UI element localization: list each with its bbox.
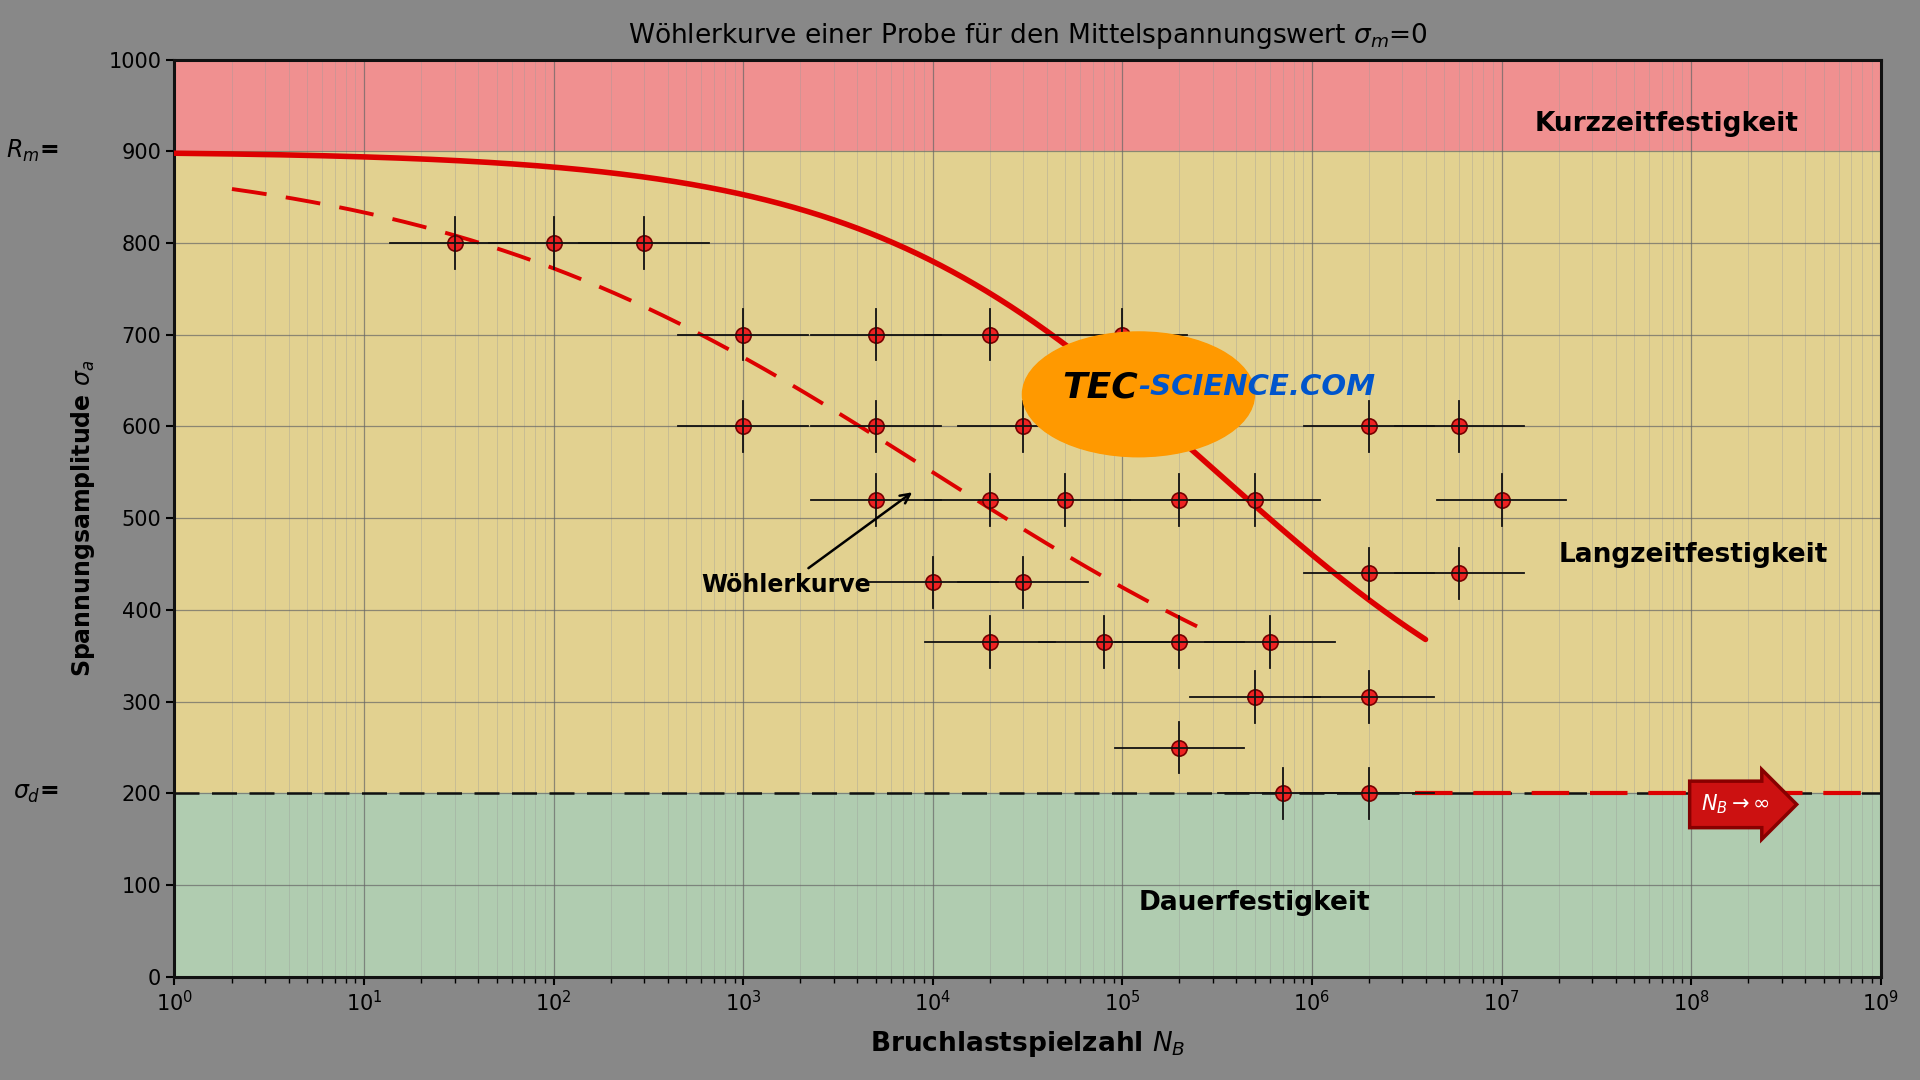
Text: Langzeitfestigkeit: Langzeitfestigkeit — [1559, 542, 1828, 568]
Title: Wöhlerkurve einer Probe für den Mittelspannungswert $\sigma_m$=0: Wöhlerkurve einer Probe für den Mittelsp… — [628, 21, 1427, 51]
X-axis label: Bruchlastspielzahl $N_B$: Bruchlastspielzahl $N_B$ — [870, 1029, 1185, 1059]
Text: Dauerfestigkeit: Dauerfestigkeit — [1139, 891, 1371, 917]
Bar — [175, 59, 1882, 794]
Text: $R_m$=: $R_m$= — [6, 138, 58, 164]
Text: -SCIENCE.COM: -SCIENCE.COM — [1139, 373, 1375, 401]
Text: TEC: TEC — [1064, 370, 1139, 404]
Circle shape — [1023, 332, 1254, 457]
Text: Wöhlerkurve: Wöhlerkurve — [701, 494, 910, 596]
Y-axis label: Spannungsamplitude $\sigma_a$: Spannungsamplitude $\sigma_a$ — [69, 360, 98, 677]
Text: Kurzzeitfestigkeit: Kurzzeitfestigkeit — [1534, 111, 1799, 137]
Bar — [175, 794, 1882, 977]
Text: $\sigma_d$=: $\sigma_d$= — [13, 782, 58, 806]
Text: $N_B \rightarrow \infty$: $N_B \rightarrow \infty$ — [1701, 793, 1770, 816]
Bar — [175, 151, 1882, 794]
